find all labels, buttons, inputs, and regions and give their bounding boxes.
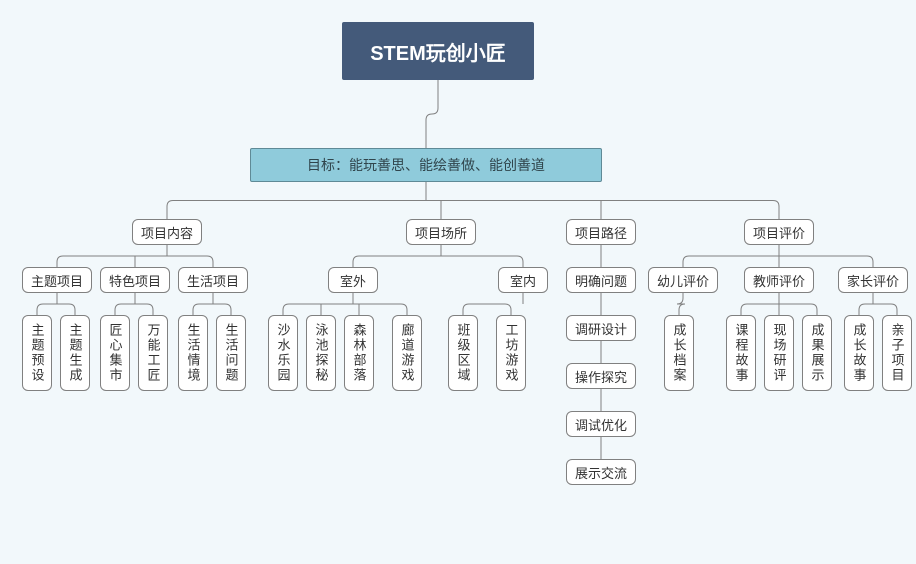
node-l111: 主题预设 [22, 315, 52, 391]
node-c41: 幼儿评价 [648, 267, 718, 293]
node-label: 森林部落 [353, 323, 366, 383]
node-s32: 调研设计 [566, 315, 636, 341]
node-label: STEM玩创小匠 [370, 37, 506, 66]
node-s35: 展示交流 [566, 459, 636, 485]
node-b2: 项目场所 [406, 219, 476, 245]
node-c11: 主题项目 [22, 267, 92, 293]
node-label: 工坊游戏 [505, 323, 518, 383]
node-l122: 万能工匠 [138, 315, 168, 391]
node-root: STEM玩创小匠 [342, 22, 534, 80]
node-label: 课程故事 [735, 323, 748, 383]
node-label: 室外 [340, 271, 366, 290]
node-label: 主题项目 [31, 271, 83, 290]
node-label: 主题预设 [31, 323, 44, 383]
node-l212: 泳池探秘 [306, 315, 336, 391]
node-l222: 工坊游戏 [496, 315, 526, 391]
node-label: 成长档案 [673, 323, 686, 383]
node-s33: 操作探究 [566, 363, 636, 389]
node-label: 明确问题 [575, 271, 627, 290]
node-l112: 主题生成 [60, 315, 90, 391]
node-label: 项目内容 [141, 223, 193, 242]
node-c22: 室内 [498, 267, 548, 293]
node-l422: 现场研评 [764, 315, 794, 391]
node-label: 项目评价 [753, 223, 805, 242]
node-label: 幼儿评价 [657, 271, 709, 290]
node-l132: 生活问题 [216, 315, 246, 391]
diagram-stage: STEM玩创小匠目标：能玩善思、能绘善做、能创善道项目内容 项目场所 项目路径 项目评… [0, 0, 916, 564]
node-s34: 调试优化 [566, 411, 636, 437]
node-c43: 家长评价 [838, 267, 908, 293]
node-label: 特色项目 [109, 271, 161, 290]
node-c12: 特色项目 [100, 267, 170, 293]
node-label: 生活问题 [225, 323, 238, 383]
node-l121: 匠心集市 [100, 315, 130, 391]
node-c13: 生活项目 [178, 267, 248, 293]
node-label: 主题生成 [69, 323, 82, 383]
node-b3: 项目路径 [566, 219, 636, 245]
node-label: 万能工匠 [147, 323, 160, 383]
node-label: 成果展示 [811, 323, 824, 383]
node-label: 现场研评 [773, 323, 786, 383]
node-label: 成长故事 [853, 323, 866, 383]
node-label: 泳池探秘 [315, 323, 328, 383]
node-l432: 亲子项目 [882, 315, 912, 391]
node-label: 项目场所 [415, 223, 467, 242]
node-l411: 成长档案 [664, 315, 694, 391]
node-label: 目标：能玩善思、能绘善做、能创善道 [307, 155, 545, 175]
node-l213: 森林部落 [344, 315, 374, 391]
node-label: 调试优化 [575, 415, 627, 434]
node-c21: 室外 [328, 267, 378, 293]
node-b4: 项目评价 [744, 219, 814, 245]
node-label: 生活情境 [187, 323, 200, 383]
node-l131: 生活情境 [178, 315, 208, 391]
node-c42: 教师评价 [744, 267, 814, 293]
node-l431: 成长故事 [844, 315, 874, 391]
node-label: 项目路径 [575, 223, 627, 242]
node-label: 家长评价 [847, 271, 899, 290]
node-label: 廊道游戏 [401, 323, 414, 383]
node-label: 展示交流 [575, 463, 627, 482]
node-l214: 廊道游戏 [392, 315, 422, 391]
node-c31: 明确问题 [566, 267, 636, 293]
node-label: 生活项目 [187, 271, 239, 290]
node-l423: 成果展示 [802, 315, 832, 391]
node-label: 调研设计 [575, 319, 627, 338]
node-label: 亲子项目 [891, 323, 904, 383]
node-label: 操作探究 [575, 367, 627, 386]
node-l221: 班级区域 [448, 315, 478, 391]
node-label: 室内 [510, 271, 536, 290]
node-goal: 目标：能玩善思、能绘善做、能创善道 [250, 148, 602, 182]
node-l211: 沙水乐园 [268, 315, 298, 391]
node-label: 沙水乐园 [277, 323, 290, 383]
node-label: 教师评价 [753, 271, 805, 290]
node-label: 班级区域 [457, 323, 470, 383]
node-label: 匠心集市 [109, 323, 122, 383]
node-b1: 项目内容 [132, 219, 202, 245]
node-l421: 课程故事 [726, 315, 756, 391]
